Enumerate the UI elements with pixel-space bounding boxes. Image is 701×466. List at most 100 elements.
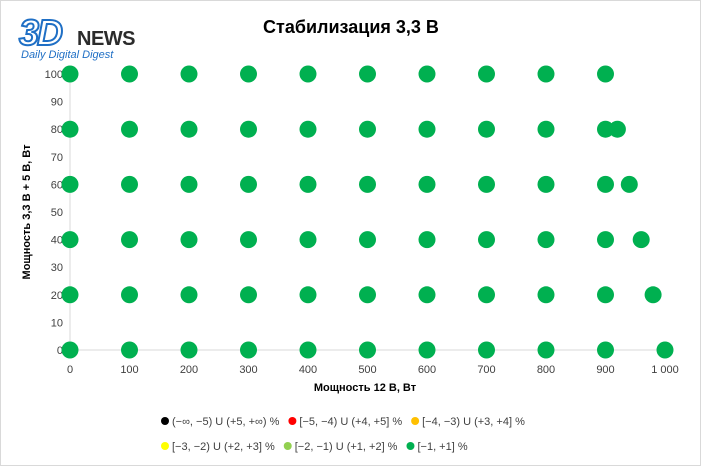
y-tick-label: 0 xyxy=(57,345,63,357)
x-tick-label: 1 000 xyxy=(651,364,679,376)
data-point xyxy=(418,175,436,193)
data-point xyxy=(240,120,257,138)
data-point xyxy=(359,120,376,138)
data-point xyxy=(418,120,436,138)
data-point xyxy=(299,286,317,304)
y-tick-label: 20 xyxy=(51,290,63,302)
chart-title: Стабилизация 3,3 В xyxy=(263,17,439,37)
legend-label: [−4, −3) U (+3, +4] % xyxy=(422,416,525,428)
y-tick-label: 50 xyxy=(51,207,63,219)
legend-marker xyxy=(161,417,169,425)
x-tick-label: 200 xyxy=(180,364,198,376)
x-tick-label: 400 xyxy=(299,364,317,376)
y-tick-label: 40 xyxy=(51,235,63,247)
data-point xyxy=(240,286,257,304)
data-point xyxy=(299,231,317,249)
data-point xyxy=(478,341,495,359)
y-tick-label: 60 xyxy=(51,179,63,191)
x-tick-label: 0 xyxy=(67,364,73,376)
y-tick-label: 70 xyxy=(51,152,63,164)
data-point xyxy=(597,286,614,304)
data-point xyxy=(597,175,614,193)
legend-label: [−5, −4) U (+4, +5] % xyxy=(299,416,402,428)
data-point xyxy=(240,231,257,249)
data-point xyxy=(632,231,650,249)
data-point xyxy=(359,341,376,359)
data-point xyxy=(418,231,436,249)
data-point xyxy=(359,65,376,83)
data-point xyxy=(61,120,79,138)
data-point xyxy=(121,231,138,249)
legend-marker xyxy=(406,442,415,450)
data-point xyxy=(299,65,317,83)
x-axis-title: Мощность 12 В, Вт xyxy=(314,382,417,394)
data-point xyxy=(418,65,436,83)
data-point xyxy=(121,120,138,138)
legend-marker xyxy=(288,417,297,425)
x-tick-label: 500 xyxy=(358,364,376,376)
legend-label: [−1, +1] % xyxy=(417,441,467,453)
y-axis-title: Мощность 3,3 В + 5 В, Вт xyxy=(21,144,33,280)
legend-label: (−∞, −5) U (+5, +∞) % xyxy=(172,416,280,428)
data-point xyxy=(180,120,198,138)
logo-word: NEWS xyxy=(77,28,136,50)
data-point xyxy=(537,65,555,83)
data-point xyxy=(597,341,614,359)
y-tick-label: 90 xyxy=(51,97,63,109)
x-tick-label: 800 xyxy=(537,364,555,376)
data-point xyxy=(608,120,626,138)
data-point xyxy=(656,341,674,359)
y-tick-label: 80 xyxy=(51,124,63,136)
data-point xyxy=(180,341,198,359)
data-point xyxy=(121,175,138,193)
data-point xyxy=(644,286,662,304)
data-point xyxy=(478,65,495,83)
data-point xyxy=(61,286,79,304)
data-point xyxy=(121,286,138,304)
logo-tagline: Daily Digital Digest xyxy=(21,49,114,61)
data-point xyxy=(180,65,198,83)
data-point xyxy=(359,231,376,249)
data-point xyxy=(597,120,614,138)
data-point xyxy=(180,231,198,249)
data-points xyxy=(61,65,674,359)
data-point xyxy=(61,65,79,83)
data-point xyxy=(418,341,436,359)
logo-mark: 3D xyxy=(18,12,64,53)
data-point xyxy=(121,341,138,359)
legend-marker xyxy=(161,442,169,450)
legend-marker xyxy=(283,442,292,450)
x-tick-label: 100 xyxy=(120,364,138,376)
data-point xyxy=(620,175,638,193)
data-point xyxy=(61,341,79,359)
data-point xyxy=(240,65,257,83)
data-point xyxy=(61,175,79,193)
data-point xyxy=(240,175,257,193)
data-point xyxy=(359,175,376,193)
data-point xyxy=(299,120,317,138)
y-tick-label: 100 xyxy=(45,69,63,81)
data-point xyxy=(537,120,555,138)
x-tick-label: 900 xyxy=(596,364,614,376)
data-point xyxy=(418,286,436,304)
legend: (−∞, −5) U (+5, +∞) % [−5, −4) U (+4, +5]… xyxy=(161,416,525,453)
data-point xyxy=(121,65,138,83)
x-tick-label: 700 xyxy=(477,364,495,376)
legend-label: [−2, −1) U (+1, +2] % xyxy=(295,441,398,453)
data-point xyxy=(478,120,495,138)
data-point xyxy=(537,341,555,359)
x-tick-label: 600 xyxy=(418,364,436,376)
x-tick-label: 300 xyxy=(239,364,257,376)
y-tick-label: 10 xyxy=(51,317,63,329)
data-point xyxy=(597,65,614,83)
data-point xyxy=(537,231,555,249)
data-point xyxy=(359,286,376,304)
data-point xyxy=(180,175,198,193)
data-point xyxy=(597,231,614,249)
data-point xyxy=(299,341,317,359)
data-point xyxy=(299,175,317,193)
data-point xyxy=(478,175,495,193)
data-point xyxy=(478,231,495,249)
